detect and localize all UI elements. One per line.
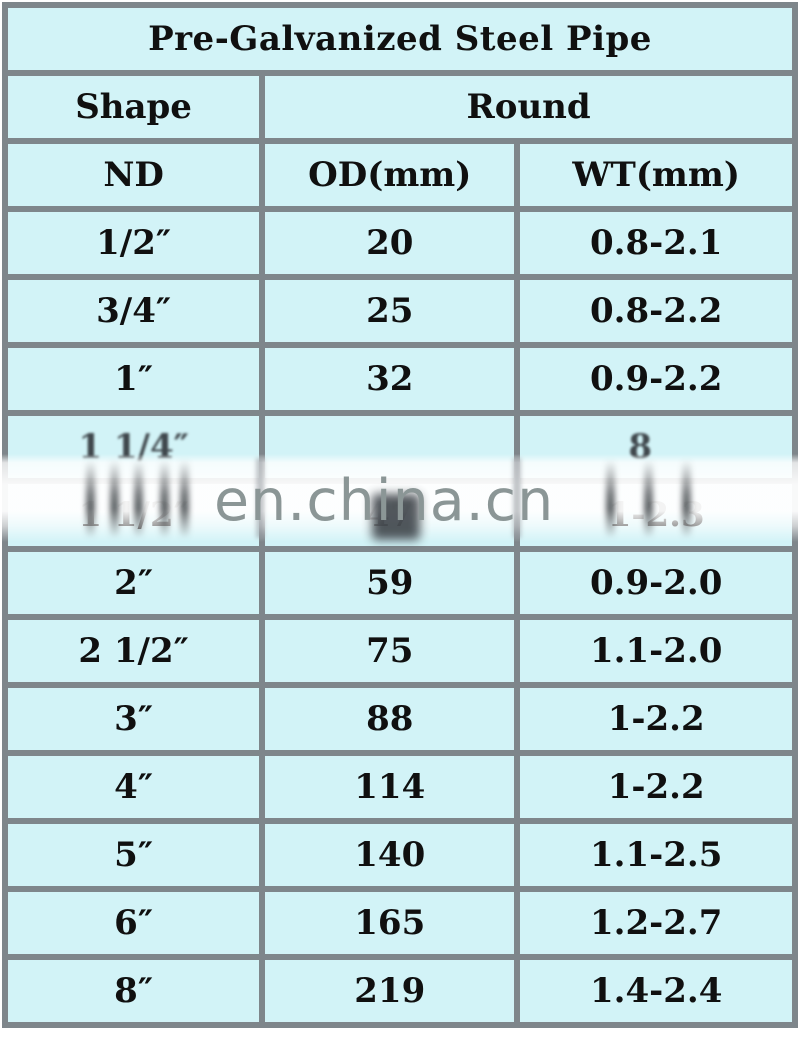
col-header-od: OD(mm) [259,138,521,212]
table-row: 2 1/2″ 75 1.1-2.0 [1,614,798,688]
cell-text: 1-2.3 [607,495,705,535]
cell-text: 59 [366,563,414,603]
cell-text: 75 [366,631,414,671]
od-cell: 219 [259,954,521,1028]
cell-text: 32 [366,359,414,399]
cell-text: 1/2″ [96,223,172,263]
nd-cell: 8″ [1,954,266,1028]
table-row: 1 1/4″ 8 [1,410,798,484]
cell-text: 0.9-2.0 [589,563,723,603]
cell-text: 140 [354,835,426,875]
table-row: 6″ 165 1.2-2.7 [1,886,798,960]
nd-cell: 1/2″ [1,206,266,280]
cell-text: 5″ [114,835,154,875]
table-row: 1 1/2″ 47 1-2.3 [1,478,798,552]
nd-cell: 2″ [1,546,266,620]
cell-text: 1.4-2.4 [589,971,723,1011]
wt-cell: 0.8-2.1 [514,206,798,280]
table-row: 3/4″ 25 0.8-2.2 [1,274,798,348]
wt-cell: 1-2.2 [514,750,798,824]
cell-text: 1 1/4″ [78,427,189,467]
cell-text: 1.2-2.7 [589,903,723,943]
table-row: 2″ 59 0.9-2.0 [1,546,798,620]
od-cell: 165 [259,886,521,960]
nd-cell: 2 1/2″ [1,614,266,688]
cell-text: 1″ [114,359,154,399]
nd-cell: 1 1/2″ [1,478,266,552]
col-header-nd: ND [1,138,266,212]
table-row: 8″ 219 1.4-2.4 [1,954,798,1028]
pipe-spec-table: Pre-Galvanized Steel Pipe Shape Round ND… [1,2,798,1028]
od-cell: 47 [259,478,521,552]
nd-cell: 4″ [1,750,266,824]
od-cell: 25 [259,274,521,348]
wt-cell: 1.4-2.4 [514,954,798,1028]
table-row: 4″ 114 1-2.2 [1,750,798,824]
table-row: 1/2″ 20 0.8-2.1 [1,206,798,280]
cell-text: 1-2.2 [607,699,705,739]
od-cell: 20 [259,206,521,280]
nd-cell: 3″ [1,682,266,756]
od-cell: 140 [259,818,521,892]
wt-cell: 1.2-2.7 [514,886,798,960]
cell-text: 3″ [114,699,154,739]
od-cell: 75 [259,614,521,688]
cell-text: 3/4″ [96,291,172,331]
cell-text: 2 1/2″ [78,631,189,671]
column-header-row: ND OD(mm) WT(mm) [1,138,798,212]
title-row: Pre-Galvanized Steel Pipe [2,2,798,76]
nd-cell: 1″ [1,342,266,416]
page-title: Pre-Galvanized Steel Pipe [2,2,798,76]
cell-text: 0.8-2.1 [589,223,723,263]
wt-cell: 1-2.2 [514,682,798,756]
cell-text: 8 [628,427,652,467]
nd-cell: 1 1/4″ [1,410,266,484]
cell-text: 6″ [114,903,154,943]
cell-text: 25 [366,291,414,331]
cell-text: 1.1-2.0 [589,631,723,671]
nd-cell: 6″ [1,886,266,960]
cell-text: 2″ [114,563,154,603]
nd-cell: 5″ [1,818,266,892]
col-header-wt: WT(mm) [514,138,798,212]
shape-value-cell: Round [259,70,798,144]
cell-text: 1-2.2 [607,767,705,807]
shape-label-cell: Shape [1,70,266,144]
cell-text: 0.8-2.2 [589,291,723,331]
wt-cell: 0.9-2.0 [514,546,798,620]
od-cell: 59 [259,546,521,620]
wt-cell: 0.8-2.2 [514,274,798,348]
wt-cell: 8 [514,410,798,484]
od-cell: 88 [259,682,521,756]
cell-text: 47 [366,495,414,535]
shape-row: Shape Round [1,70,798,144]
od-cell: 114 [259,750,521,824]
wt-cell: 1.1-2.5 [514,818,798,892]
pipe-header-rows: Pre-Galvanized Steel Pipe Shape Round ND… [1,2,798,212]
cell-text: 4″ [114,767,154,807]
cell-text: 8″ [114,971,154,1011]
table-row: 3″ 88 1-2.2 [1,682,798,756]
cell-text: 165 [354,903,426,943]
cell-text: 219 [354,971,426,1011]
wt-cell: 1.1-2.0 [514,614,798,688]
cell-text: 1.1-2.5 [589,835,723,875]
nd-cell: 3/4″ [1,274,266,348]
wt-cell: 0.9-2.2 [514,342,798,416]
cell-text: 1 1/2″ [78,495,189,535]
wt-cell: 1-2.3 [514,478,798,552]
od-cell: 32 [259,342,521,416]
od-cell [259,410,521,484]
cell-text: 88 [366,699,414,739]
table-row: 5″ 140 1.1-2.5 [1,818,798,892]
cell-text: 114 [354,767,426,807]
cell-text: 0.9-2.2 [589,359,723,399]
table-row: 1″ 32 0.9-2.2 [1,342,798,416]
cell-text: 20 [366,223,414,263]
pipe-rows: 1/2″ 20 0.8-2.1 3/4″ 25 0.8-2.2 1″ 32 0.9-2.2 1 1… [1,206,798,1028]
